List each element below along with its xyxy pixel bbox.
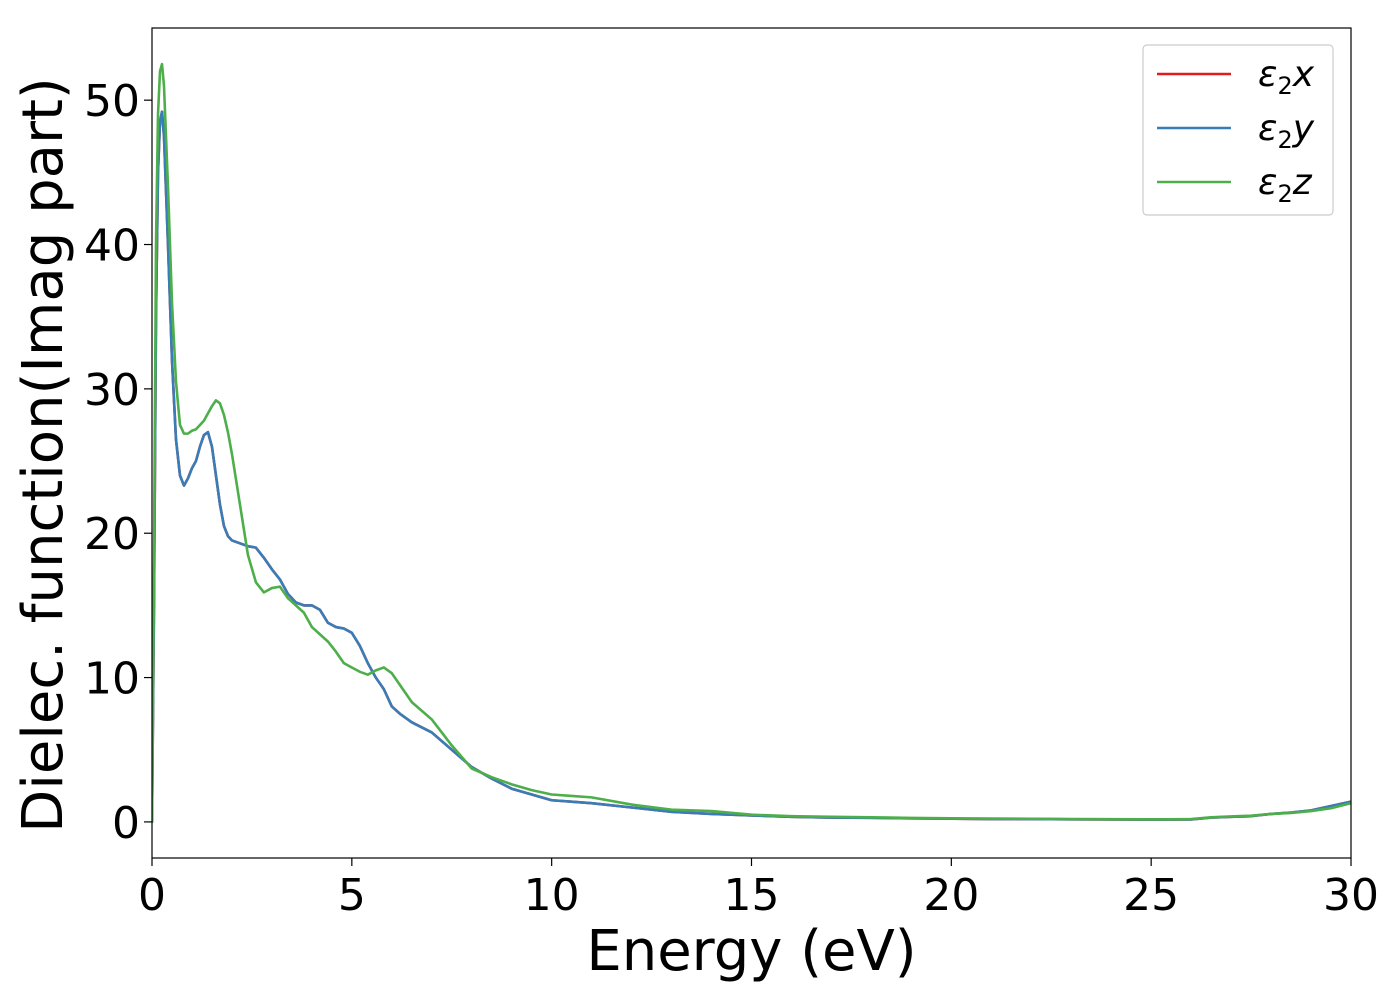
x-axis-label: Energy (eV) (586, 919, 916, 984)
y-tick-label: 10 (84, 654, 140, 705)
x-tick-label: 10 (524, 870, 580, 921)
y-tick-label: 0 (112, 798, 140, 849)
series-line-x (152, 110, 1351, 824)
y-tick-label: 40 (84, 221, 140, 272)
x-tick-label: 0 (138, 870, 166, 921)
x-axis-ticks: 0 5 10 15 20 25 30 (138, 858, 1379, 921)
y-tick-label: 50 (84, 76, 140, 127)
x-tick-label: 5 (338, 870, 366, 921)
y-axis-ticks: 0 10 20 30 40 50 (84, 76, 152, 849)
series-line-z (152, 62, 1351, 824)
x-tick-label: 25 (1123, 870, 1179, 921)
y-tick-label: 30 (84, 365, 140, 416)
legend-label-z: ε2z (1258, 162, 1313, 208)
x-tick-label: 20 (923, 870, 979, 921)
series-line-y (152, 110, 1351, 824)
x-tick-label: 30 (1323, 870, 1379, 921)
y-axis-label: Dielec. function(Imag part) (11, 77, 76, 833)
y-tick-label: 20 (84, 509, 140, 560)
x-tick-label: 15 (724, 870, 780, 921)
legend: ε2x ε2y ε2z (1142, 44, 1334, 216)
legend-label-y: ε2y (1258, 108, 1315, 154)
series-lines (152, 62, 1351, 824)
legend-box (1142, 44, 1334, 216)
legend-label-x: ε2x (1258, 54, 1315, 100)
